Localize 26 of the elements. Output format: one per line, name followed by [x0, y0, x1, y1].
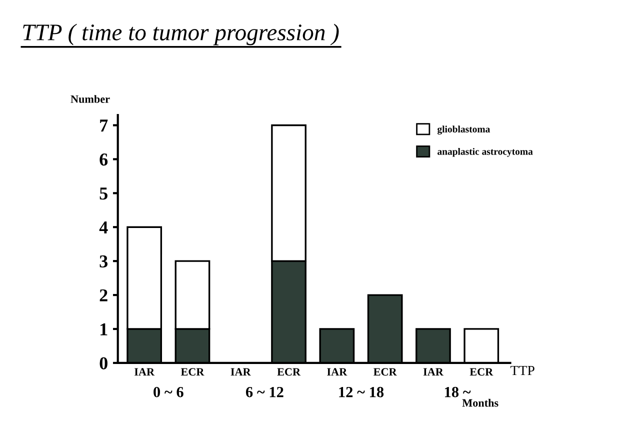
- text: 12 ~ 18: [339, 386, 384, 398]
- x-tick-label: ECR: [277, 368, 301, 376]
- y-axis-title: Number: [70, 95, 110, 103]
- y-tick-label: 0: [100, 357, 108, 370]
- text: Months: [462, 398, 498, 407]
- y-tick-label: 3: [100, 255, 108, 268]
- x-tick-label: IAR: [230, 368, 251, 376]
- x-tick-label: IAR: [134, 368, 155, 376]
- x-axis-title: TTP: [510, 366, 534, 376]
- y-tick-label: 5: [100, 188, 108, 200]
- y-tick-label: 2: [100, 289, 108, 302]
- text: 18 ~: [445, 386, 471, 398]
- text: 0 ~ 6: [154, 386, 184, 398]
- x-tick-label: IAR: [327, 368, 348, 376]
- legend-label: glioblastoma: [437, 126, 490, 135]
- chart-title: TTP ( time to tumor progression ): [23, 24, 339, 46]
- x-tick-label: ECR: [180, 368, 204, 376]
- x-tick-label: ECR: [470, 368, 494, 376]
- y-tick-label: 1: [100, 323, 108, 336]
- y-tick-label: 4: [99, 221, 108, 234]
- text: 6 ~ 12: [246, 386, 284, 398]
- legend-label: anaplastic astrocytoma: [438, 148, 533, 157]
- y-tick-label: 7: [100, 120, 108, 132]
- y-tick-label: 6: [100, 154, 108, 166]
- x-tick-label: ECR: [374, 368, 397, 376]
- x-tick-label: IAR: [423, 368, 444, 376]
